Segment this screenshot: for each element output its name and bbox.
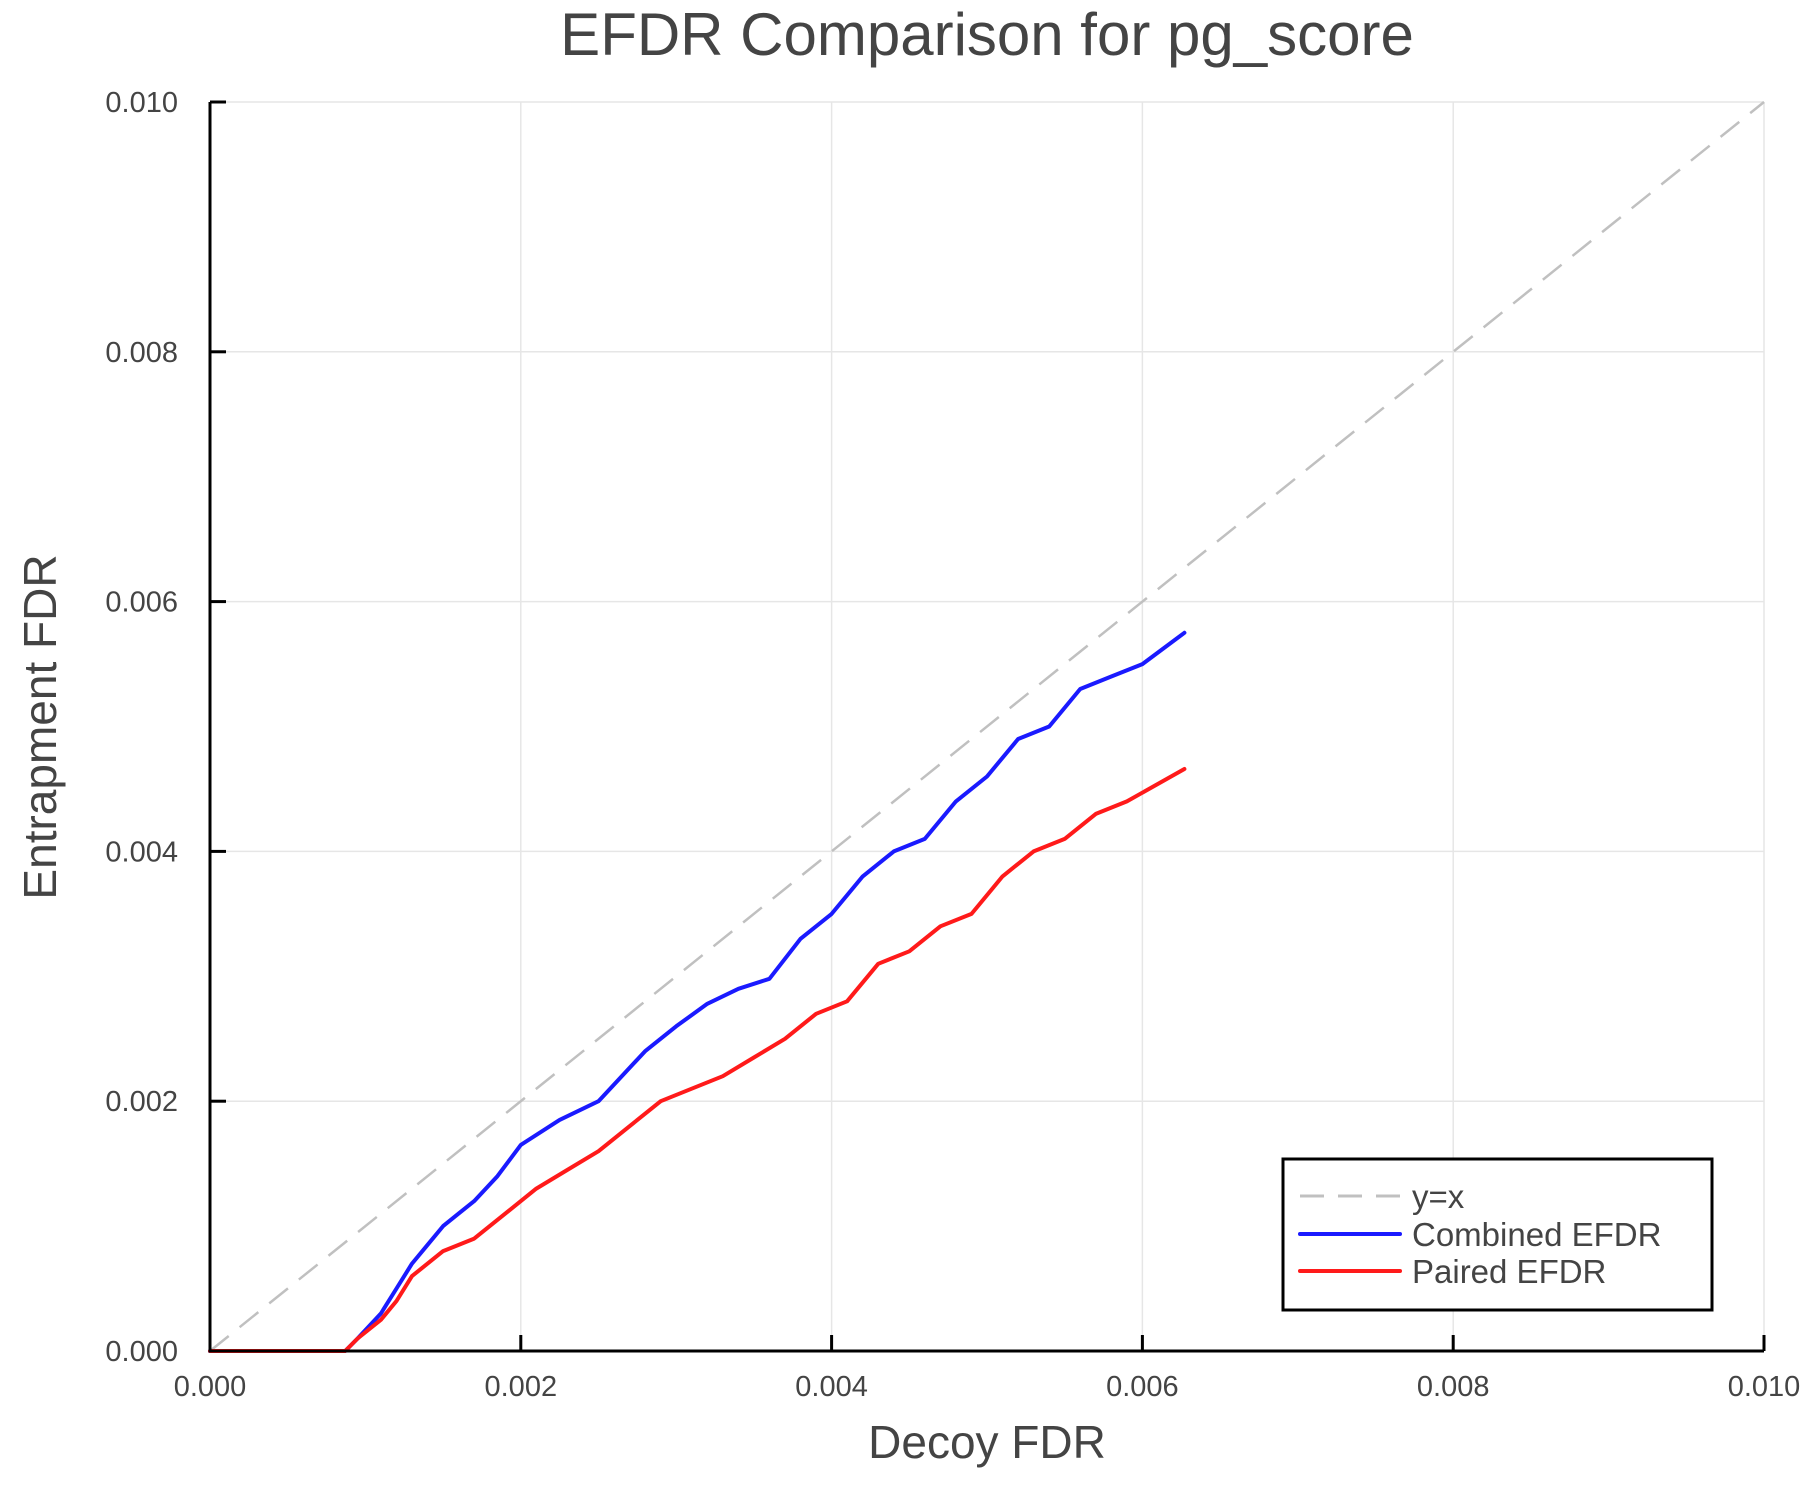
series-line-paired-efdr	[208, 767, 1187, 1353]
series-layer	[208, 101, 1765, 1353]
x-tick-label: 0.000	[174, 1371, 247, 1403]
y-tick-label: 0.008	[105, 337, 178, 369]
legend: y=x Combined EFDR Paired EFDR	[1281, 1157, 1714, 1312]
y-tick-label: 0.002	[105, 1086, 178, 1118]
y-tick-label: 0.000	[105, 1336, 178, 1368]
axis-ticks	[208, 100, 1766, 1353]
y-tick-label: 0.004	[105, 836, 178, 868]
x-tick-label: 0.006	[1106, 1371, 1179, 1403]
legend-item-yx: y=x	[1300, 1178, 1465, 1215]
legend-label: Combined EFDR	[1412, 1216, 1661, 1253]
x-tick-label: 0.010	[1728, 1371, 1800, 1403]
x-tick-label: 0.004	[795, 1371, 868, 1403]
chart-title: EFDR Comparison for pg_score	[560, 1, 1414, 68]
y-axis-label: Entrapment FDR	[14, 554, 66, 899]
series-line-combined-efdr	[208, 630, 1187, 1353]
y-tick-label: 0.010	[105, 87, 178, 119]
series-line-y-x	[209, 101, 1765, 1352]
y-tick-labels: 0.000 0.002 0.004 0.006 0.008 0.010	[105, 87, 178, 1368]
legend-label: y=x	[1412, 1178, 1465, 1215]
x-tick-label: 0.008	[1417, 1371, 1490, 1403]
legend-label: Paired EFDR	[1412, 1253, 1606, 1290]
x-axis-label: Decoy FDR	[868, 1416, 1106, 1468]
legend-item-paired: Paired EFDR	[1298, 1253, 1606, 1290]
x-tick-label: 0.002	[485, 1371, 558, 1403]
y-tick-label: 0.006	[105, 587, 178, 619]
x-tick-labels: 0.000 0.002 0.004 0.006 0.008 0.010	[174, 1371, 1800, 1403]
legend-item-combined: Combined EFDR	[1298, 1216, 1661, 1253]
legend-box	[1281, 1157, 1714, 1312]
